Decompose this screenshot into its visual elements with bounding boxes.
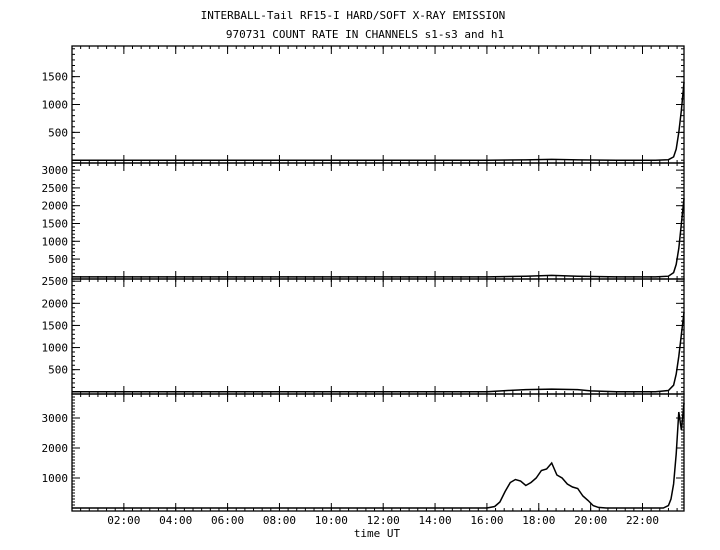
panels-group: 500 1000 1500 500 1000 1500 2000 2500 3000 500 100…: [42, 45, 685, 527]
x-axis-label: time UT: [354, 527, 401, 540]
y-tick-label: 500: [48, 253, 68, 266]
y-tick-label: 1000: [42, 235, 69, 248]
x-tick-label: 06:00: [211, 514, 244, 527]
y-tick-label: 2000: [42, 297, 69, 310]
panel-frame-s3: [71, 278, 685, 395]
y-tick-label: 3000: [42, 412, 69, 425]
x-tick-label: 04:00: [159, 514, 192, 527]
series-line-s2: [72, 198, 685, 278]
panel-frame-s1: [71, 45, 685, 164]
x-tick-label: 18:00: [522, 514, 555, 527]
x-tick-label: 20:00: [574, 514, 607, 527]
x-tick-label: 10:00: [315, 514, 348, 527]
x-tick-label: 02:00: [107, 514, 140, 527]
y-tick-label: 500: [48, 364, 68, 377]
y-tick-label: 1000: [42, 342, 69, 355]
x-tick-label: 12:00: [367, 514, 400, 527]
panel-frame-s2: [71, 162, 685, 280]
y-tick-label: 3000: [42, 164, 69, 177]
chart-title: INTERBALL-Tail RF15-I HARD/SOFT X-RAY EM…: [201, 9, 506, 22]
x-tick-label: 22:00: [626, 514, 659, 527]
series-line-h1: [72, 402, 685, 509]
y-tick-label: 2500: [42, 182, 69, 195]
y-tick-label: 1500: [42, 217, 69, 230]
panel-frame-h1: [71, 393, 685, 512]
y-tick-label: 1500: [42, 71, 69, 84]
x-tick-label: 08:00: [263, 514, 296, 527]
y-tick-label: 2000: [42, 442, 69, 455]
y-tick-label: 1000: [42, 472, 69, 485]
x-tick-label: 14:00: [418, 514, 451, 527]
chart-subtitle: 970731 COUNT RATE IN CHANNELS s1-s3 and …: [226, 28, 504, 41]
y-tick-label: 1500: [42, 319, 69, 332]
y-tick-label: 1000: [42, 99, 69, 112]
y-tick-label: 2500: [42, 275, 69, 288]
series-line-s3: [72, 312, 685, 393]
series-line-s1: [72, 82, 685, 161]
x-tick-label: 16:00: [470, 514, 503, 527]
y-tick-label: 500: [48, 126, 68, 139]
y-tick-label: 2000: [42, 200, 69, 213]
